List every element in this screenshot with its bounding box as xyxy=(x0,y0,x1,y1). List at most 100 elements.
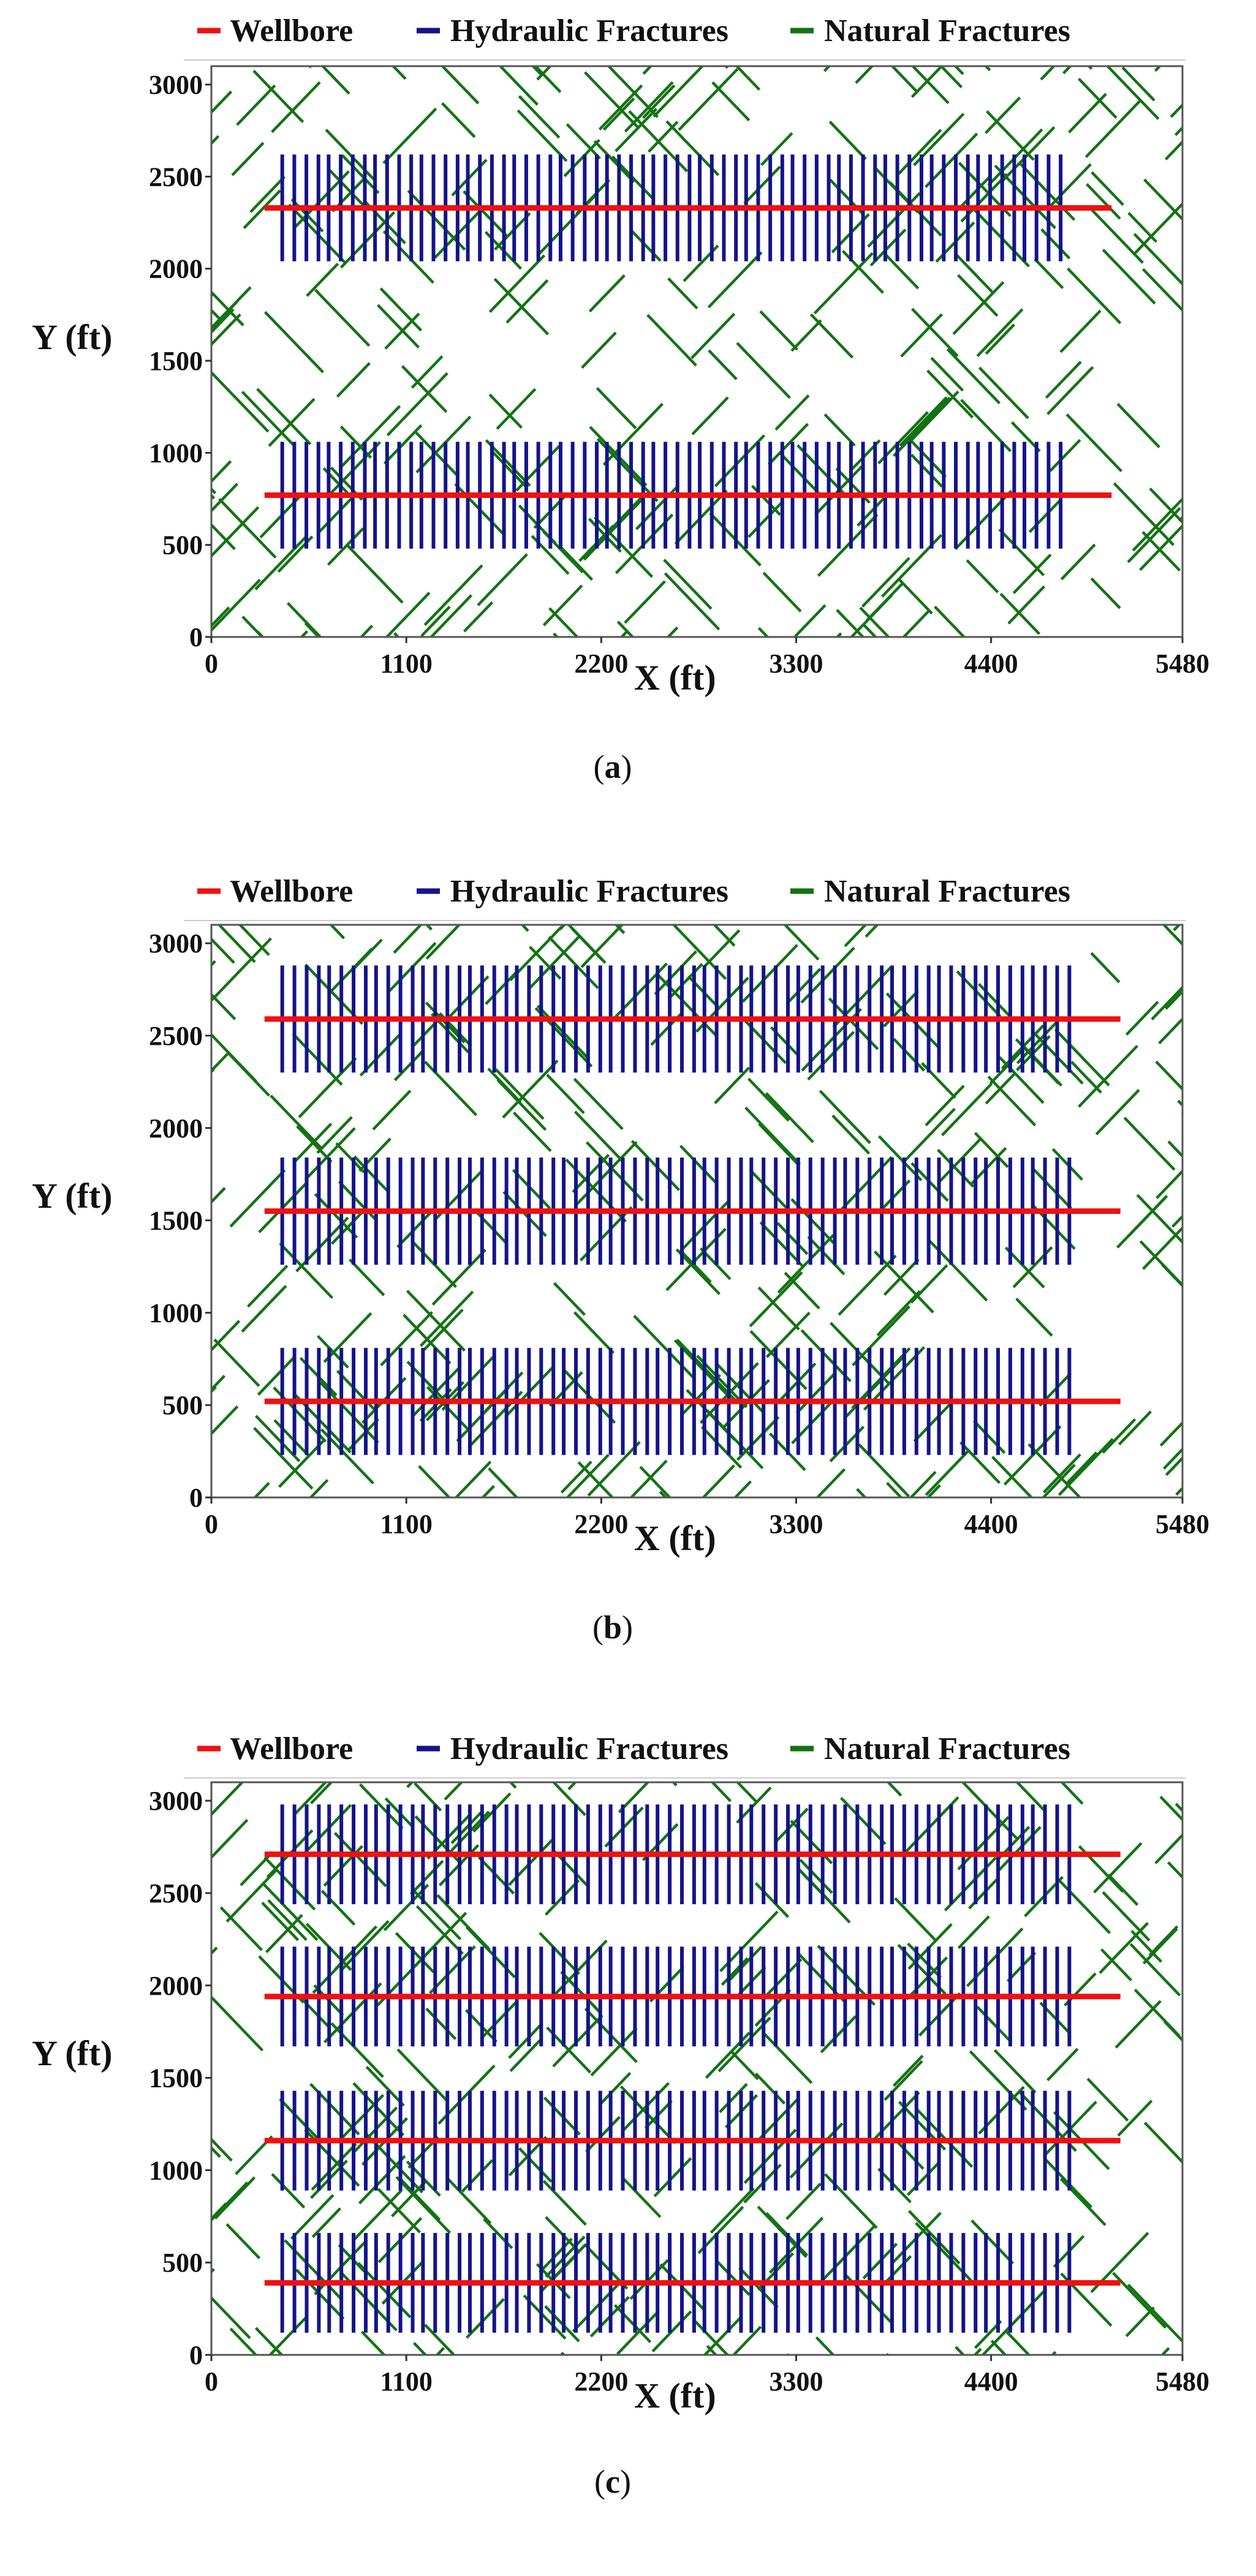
natural-fracture xyxy=(883,1258,920,1296)
caption-open: ( xyxy=(594,2463,605,2500)
natural-fracture xyxy=(892,2054,924,2087)
natural-fracture xyxy=(211,483,239,513)
natural-fracture xyxy=(211,1818,249,1859)
panel-caption: (c) xyxy=(594,2463,631,2500)
natural-fracture xyxy=(629,1459,668,1497)
natural-fracture xyxy=(925,132,978,188)
natural-fracture xyxy=(886,1482,903,1497)
natural-fracture xyxy=(409,1859,444,1896)
natural-fracture xyxy=(585,2115,621,2153)
x-tick-label: 4400 xyxy=(964,2367,1018,2397)
natural-fracture xyxy=(744,1106,801,1166)
x-axis-ticks: 0 1100 2200 3300 4400 5480 xyxy=(205,2355,1209,2397)
natural-fracture xyxy=(657,974,719,1038)
natural-fracture xyxy=(346,1507,375,1537)
natural-fracture xyxy=(909,1471,937,1497)
y-tick-label: 2000 xyxy=(149,1971,203,2001)
natural-fracture xyxy=(359,1783,404,1830)
natural-fracture xyxy=(614,925,626,935)
natural-fracture xyxy=(1139,524,1182,571)
natural-fracture xyxy=(708,349,738,380)
y-tick-label: 1000 xyxy=(149,1298,203,1328)
plot-frame xyxy=(210,65,1184,638)
natural-fracture xyxy=(1102,1891,1151,1941)
natural-fracture xyxy=(573,1077,624,1131)
natural-fracture xyxy=(1042,1453,1081,1494)
natural-fracture xyxy=(563,138,600,178)
legend-label-natural: Natural Fractures xyxy=(824,13,1070,48)
natural-fracture xyxy=(596,386,637,429)
natural-fracture xyxy=(1130,1930,1163,1963)
natural-fracture xyxy=(1041,1463,1076,1497)
natural-fracture xyxy=(679,1145,718,1184)
natural-fracture xyxy=(966,559,999,593)
natural-fracture xyxy=(774,394,810,431)
natural-fracture xyxy=(776,1222,809,1256)
natural-fracture xyxy=(1136,1194,1182,1245)
natural-fracture xyxy=(553,1282,586,1316)
natural-fracture xyxy=(211,1995,263,2052)
natural-fracture xyxy=(450,1811,483,1844)
natural-fracture xyxy=(1090,952,1121,984)
natural-fracture xyxy=(1040,66,1056,81)
x-tick-label: 5480 xyxy=(1156,649,1209,679)
natural-fracture xyxy=(382,107,437,164)
natural-fracture xyxy=(1056,1877,1111,1934)
wellbores xyxy=(264,1016,1121,1404)
natural-fracture xyxy=(320,66,350,95)
natural-fracture xyxy=(1012,554,1052,595)
natural-fracture xyxy=(976,2005,1012,2043)
legend-item-wellbore: Wellbore xyxy=(197,13,353,48)
natural-fracture xyxy=(271,81,321,134)
natural-fracture xyxy=(588,518,622,553)
natural-fracture xyxy=(268,2316,308,2355)
natural-fracture xyxy=(584,71,640,130)
natural-fracture xyxy=(385,592,431,637)
natural-fracture xyxy=(425,925,433,931)
x-axis-ticks: 0 1100 2200 3300 4400 5480 xyxy=(205,637,1209,679)
natural-fracture xyxy=(355,1737,392,1775)
x-tick-label: 5480 xyxy=(1156,1509,1209,1539)
natural-fracture xyxy=(241,1284,287,1333)
natural-fracture xyxy=(477,553,528,606)
natural-fracture xyxy=(1142,1226,1182,1270)
y-tick-label: 1500 xyxy=(149,2063,203,2093)
natural-fracture xyxy=(602,402,664,466)
natural-fracture xyxy=(1059,309,1102,353)
natural-fracture xyxy=(1046,2047,1079,2082)
y-tick-label: 2500 xyxy=(149,1021,203,1051)
natural-fracture xyxy=(673,1339,730,1398)
natural-fracture xyxy=(778,451,820,495)
natural-fracture xyxy=(1133,1989,1181,2037)
natural-fracture xyxy=(542,584,583,627)
plot-frame xyxy=(210,924,1184,1499)
natural-fracture xyxy=(981,2322,1015,2355)
natural-fracture xyxy=(898,578,933,615)
natural-fracture xyxy=(331,1208,367,1245)
x-axis-title: X (ft) xyxy=(634,1518,716,1558)
plot-marks xyxy=(211,925,1182,1537)
x-axis-title: X (ft) xyxy=(634,658,716,698)
natural-fracture xyxy=(762,571,802,612)
natural-fracture xyxy=(1173,925,1181,932)
natural-fracture xyxy=(1015,1782,1045,1811)
natural-fracture xyxy=(1165,989,1182,1010)
natural-fracture xyxy=(211,578,261,633)
y-tick-label: 3000 xyxy=(149,70,203,100)
natural-fracture xyxy=(709,2187,755,2234)
natural-fracture xyxy=(1034,258,1064,290)
natural-fracture xyxy=(1123,1117,1176,1171)
natural-fracture xyxy=(551,1782,586,1817)
legend-item-natural: Natural Fractures xyxy=(790,13,1070,48)
natural-fracture xyxy=(758,1123,799,1166)
natural-fracture xyxy=(360,2330,387,2355)
natural-fracture xyxy=(893,2137,925,2170)
x-tick-label: 0 xyxy=(205,1509,218,1539)
natural-fracture xyxy=(946,348,1001,405)
natural-fracture xyxy=(653,2157,692,2198)
natural-fracture xyxy=(641,84,676,119)
y-tick-label: 2000 xyxy=(149,1113,203,1143)
natural-fracture xyxy=(822,2225,876,2281)
natural-fracture xyxy=(884,253,920,290)
natural-fracture xyxy=(874,1250,934,1314)
